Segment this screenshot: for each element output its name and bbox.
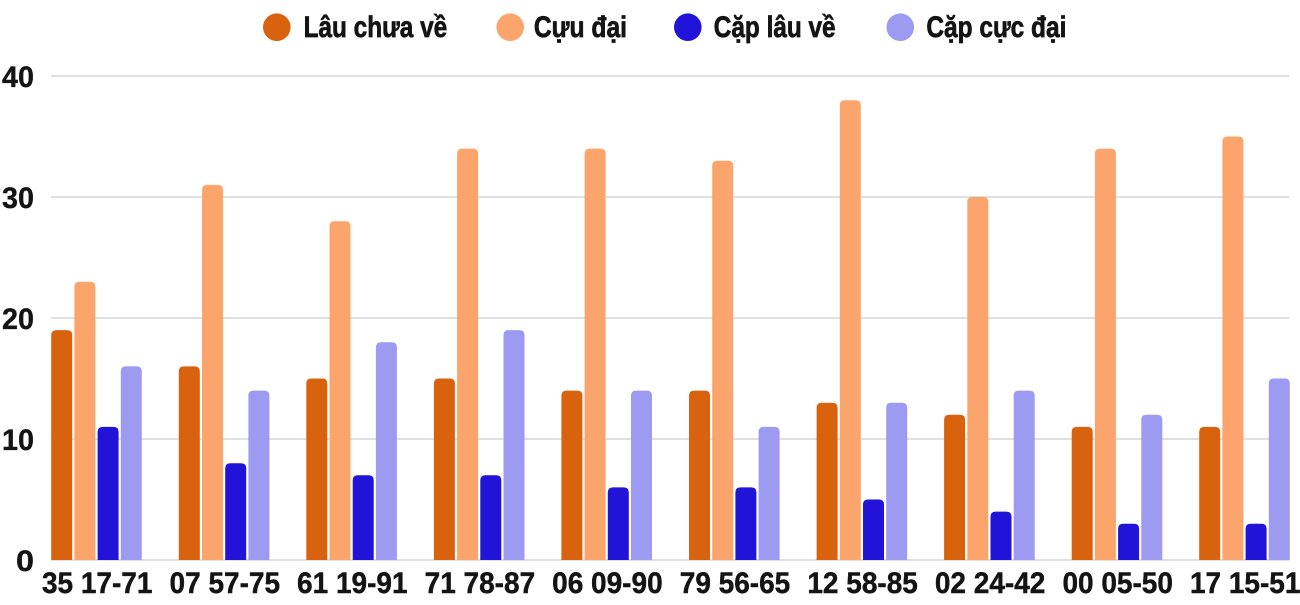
svg-text:07 57-75: 07 57-75	[170, 567, 281, 600]
svg-text:0: 0	[16, 545, 34, 578]
svg-text:79 56-65: 79 56-65	[680, 567, 791, 600]
svg-text:40: 40	[2, 61, 34, 94]
svg-text:71 78-87: 71 78-87	[425, 567, 536, 600]
svg-text:Cựu đại: Cựu đại	[534, 11, 627, 44]
svg-text:Cặp cực đại: Cặp cực đại	[926, 11, 1066, 44]
svg-text:12 58-85: 12 58-85	[807, 567, 918, 600]
svg-text:30: 30	[2, 182, 34, 215]
svg-text:61 19-91: 61 19-91	[297, 567, 408, 600]
svg-text:Cặp lâu về: Cặp lâu về	[714, 11, 836, 44]
svg-text:Lâu chưa về: Lâu chưa về	[304, 11, 448, 44]
svg-text:20: 20	[2, 303, 34, 336]
svg-text:10: 10	[2, 424, 34, 457]
svg-text:06 09-90: 06 09-90	[552, 567, 663, 600]
svg-text:17 15-51: 17 15-51	[1190, 567, 1300, 600]
svg-text:00 05-50: 00 05-50	[1062, 567, 1173, 600]
svg-text:35 17-71: 35 17-71	[42, 567, 153, 600]
svg-text:02 24-42: 02 24-42	[935, 567, 1046, 600]
